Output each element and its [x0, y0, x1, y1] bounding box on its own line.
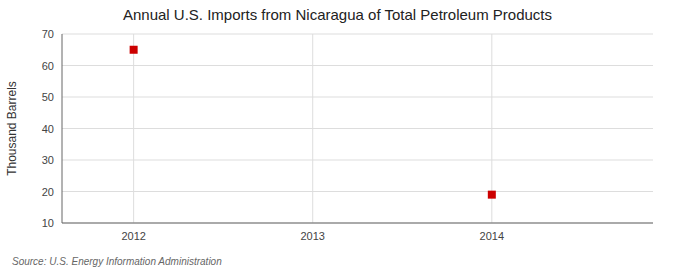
y-grid-line	[62, 223, 653, 224]
y-grid-line	[62, 128, 653, 129]
x-tick-label: 2012	[121, 230, 145, 242]
y-tick-label: 60	[42, 60, 54, 72]
point	[130, 46, 138, 54]
x-axis-line	[62, 223, 653, 224]
chart-container: Annual U.S. Imports from Nicaragua of To…	[0, 0, 675, 275]
y-grid-line	[62, 65, 653, 66]
x-tick-label: 2014	[480, 230, 504, 242]
y-tick-label: 20	[42, 186, 54, 198]
source-note: Source: U.S. Energy Information Administ…	[12, 256, 222, 267]
y-tick-label: 50	[42, 91, 54, 103]
chart-svg: Annual U.S. Imports from Nicaragua of To…	[0, 0, 675, 275]
y-tick-label: 10	[42, 217, 54, 229]
x-grid-line	[312, 34, 313, 223]
y-tick-label: 30	[42, 154, 54, 166]
y-grid-line	[62, 97, 653, 98]
points	[130, 46, 496, 199]
y-tick-label: 40	[42, 123, 54, 135]
grid	[62, 34, 653, 223]
y-grid-line	[62, 191, 653, 192]
y-grid-line	[62, 160, 653, 161]
title: Annual U.S. Imports from Nicaragua of To…	[123, 6, 552, 23]
y-axis-line	[62, 34, 63, 223]
point	[488, 191, 496, 199]
y-grid-line	[62, 34, 653, 35]
y-tick-label: 70	[42, 28, 54, 40]
x-tick-label: 2013	[300, 230, 324, 242]
axes: 10 20 30 40 50 60 70 2012 2013 2014	[42, 28, 653, 242]
y-axis-label: Thousand Barrels	[5, 81, 19, 176]
x-grid-line	[133, 34, 134, 223]
